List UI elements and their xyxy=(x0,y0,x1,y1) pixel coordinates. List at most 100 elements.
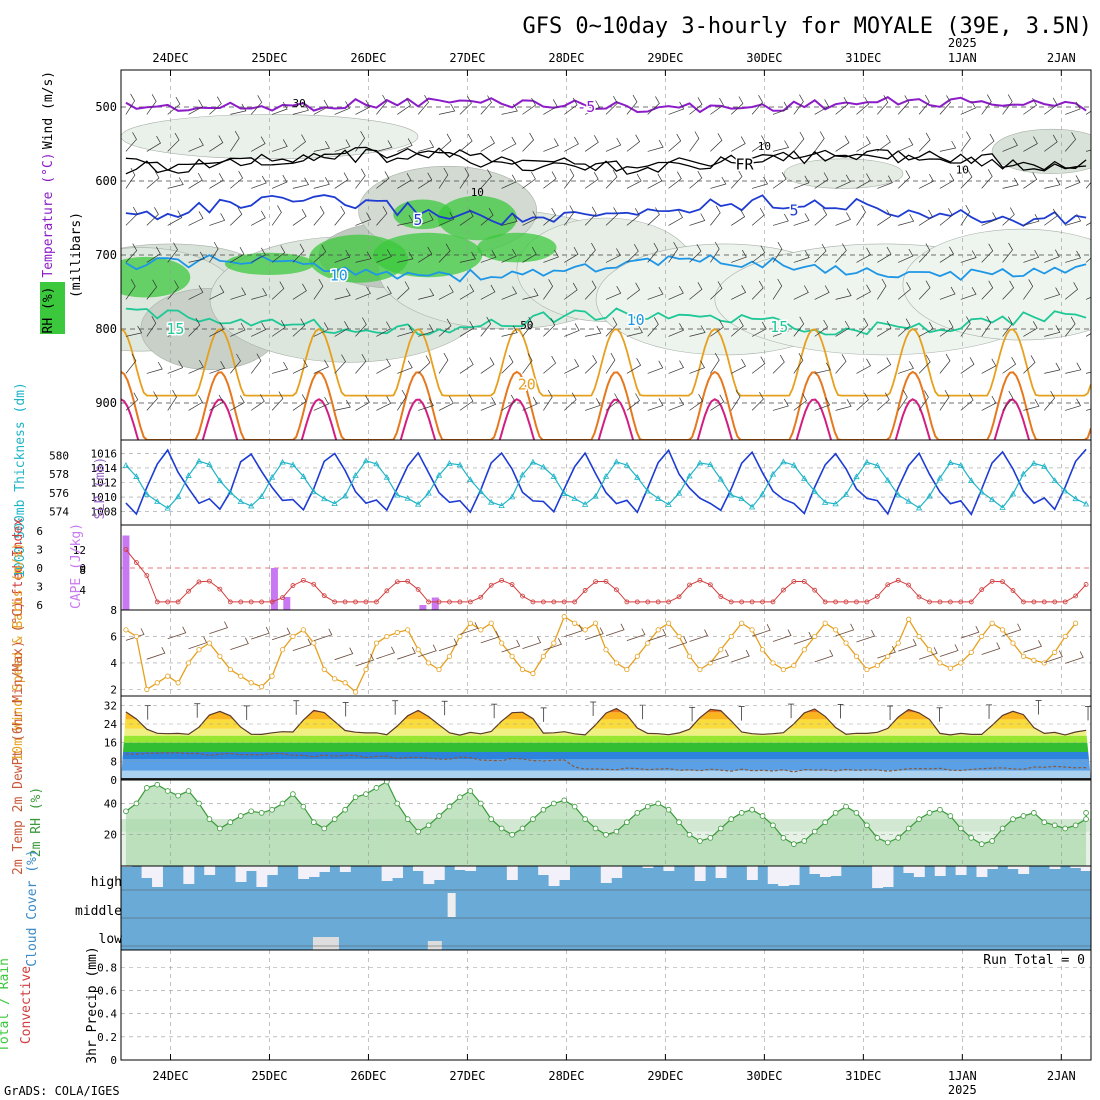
wind-barb xyxy=(334,288,351,300)
wind-speed-marker xyxy=(1052,649,1058,655)
wind-barb xyxy=(689,360,706,374)
wind-speed-marker xyxy=(718,647,724,653)
high-cloud-gap xyxy=(538,866,550,875)
wind-barb xyxy=(459,357,474,374)
wind-speed-marker xyxy=(185,660,192,666)
wind-barb xyxy=(292,638,312,652)
wind-speed-marker xyxy=(478,627,484,633)
temp-band xyxy=(121,759,1091,771)
wind-barb xyxy=(897,95,910,115)
axis-labels: Wind (m/s) Temperature (°C) RH (%) (milliba… xyxy=(0,71,108,1064)
precip-tick-label: 0.2 xyxy=(97,1031,117,1044)
rh-contour-label: 10 xyxy=(956,164,969,177)
wind-barb xyxy=(1023,640,1043,653)
wind-barb xyxy=(793,353,804,374)
wind-barb xyxy=(355,99,371,115)
rh-green-region xyxy=(121,256,191,298)
wind-speed-marker xyxy=(968,649,974,655)
wind-barb xyxy=(918,647,938,660)
rh2m-marker xyxy=(248,808,254,815)
wind-barb xyxy=(522,246,537,263)
wind-barb xyxy=(209,361,226,374)
wind-barb xyxy=(584,206,597,226)
wind-barb xyxy=(564,136,579,152)
rh2m-marker xyxy=(415,828,421,835)
rh2m-marker xyxy=(728,816,735,822)
wind-speed-marker xyxy=(666,620,672,626)
wind-barb xyxy=(376,171,390,189)
top-date-label: 28DEC xyxy=(548,51,584,65)
wind-barb xyxy=(188,172,203,189)
precip-tick-label: 0 xyxy=(110,1054,117,1067)
precip-legend-total: Total / Rain xyxy=(0,958,12,1052)
wind-speed-line xyxy=(125,615,1077,694)
top-date-label: 29DEC xyxy=(647,51,683,65)
wind-barb xyxy=(334,139,351,152)
high-cloud-gap xyxy=(715,866,727,878)
wind-barb xyxy=(689,170,703,189)
temp-band xyxy=(121,696,1091,705)
wind-barb xyxy=(459,133,473,152)
rh2m-marker xyxy=(1062,825,1068,832)
wind-speed-marker xyxy=(937,660,943,666)
cloud-level-label: low xyxy=(99,932,123,947)
wind-barb xyxy=(564,392,577,411)
wind-barb xyxy=(334,249,351,263)
wind-barb xyxy=(668,360,685,374)
rh2m-marker xyxy=(1010,816,1016,822)
rh2m-marker xyxy=(884,839,891,846)
wind-barb xyxy=(501,103,518,115)
wind-barb xyxy=(438,243,451,263)
wind-barb xyxy=(814,99,830,115)
wind-speed-marker xyxy=(958,660,964,666)
wind-barb xyxy=(543,138,559,152)
rh2m-marker xyxy=(717,825,724,832)
temp-band xyxy=(121,719,1091,729)
thickness-line xyxy=(125,460,1087,509)
wind-speed-marker xyxy=(415,647,421,653)
li-marker xyxy=(290,583,296,588)
rh2m-marker xyxy=(310,819,317,826)
slp-tick-label: 1010 xyxy=(91,491,118,504)
thickness-marker xyxy=(341,492,349,499)
li-marker xyxy=(655,599,661,605)
wind-barb xyxy=(334,321,349,337)
thickness-marker xyxy=(853,473,860,480)
wind-barb xyxy=(1023,355,1036,374)
wind-barb xyxy=(584,242,596,263)
wind-barb xyxy=(897,170,911,189)
wind-barb xyxy=(793,213,810,226)
wind-barb xyxy=(897,390,908,411)
wind-speed-marker xyxy=(384,633,390,640)
thickness-marker xyxy=(122,462,130,468)
wind-barb xyxy=(1002,177,1019,189)
wind-barb xyxy=(1065,362,1082,374)
wind-barb xyxy=(125,279,136,300)
wind-barb xyxy=(710,241,720,263)
high-cloud-gap xyxy=(663,866,675,871)
contour-label: 5 xyxy=(413,211,422,229)
li-marker xyxy=(259,599,265,605)
li-marker xyxy=(582,588,588,593)
wind-barb xyxy=(835,623,855,637)
li-marker xyxy=(227,599,233,605)
thickness-marker xyxy=(414,500,422,507)
wind-barb xyxy=(313,177,330,189)
rh-shade-region xyxy=(902,228,1091,341)
top-date-label: 24DEC xyxy=(152,51,188,65)
wind-barb xyxy=(564,282,578,300)
high-cloud-gap xyxy=(392,866,403,878)
li-marker xyxy=(394,579,400,585)
wind-speed-marker xyxy=(332,676,338,682)
thickness-marker xyxy=(133,473,140,479)
temp-tick-label: 8 xyxy=(110,755,117,768)
li-ylabel: Lifted Index xyxy=(11,518,26,612)
wind-speed-marker xyxy=(728,633,734,640)
thickness-marker xyxy=(174,493,182,500)
isotherm-25 xyxy=(121,370,1091,440)
rh2m-marker xyxy=(519,825,526,832)
wind-speed-marker xyxy=(916,633,922,640)
high-cloud-gap xyxy=(611,866,623,878)
isotherm-20 xyxy=(121,327,1091,397)
thickness-marker xyxy=(1041,463,1048,469)
